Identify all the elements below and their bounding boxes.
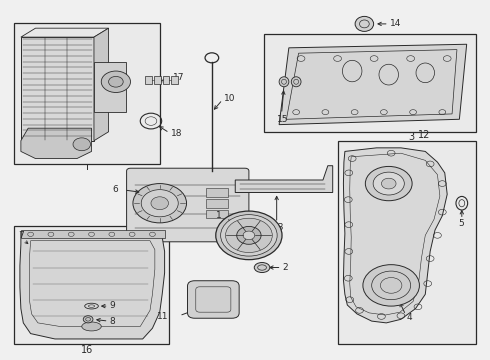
Bar <box>163 76 170 84</box>
Text: 8: 8 <box>110 316 115 325</box>
Bar <box>338 141 476 344</box>
Bar <box>14 23 160 164</box>
Ellipse shape <box>291 77 301 87</box>
Circle shape <box>366 166 412 201</box>
Text: 15: 15 <box>277 115 288 124</box>
Circle shape <box>373 172 404 195</box>
Circle shape <box>237 226 261 244</box>
Text: 9: 9 <box>110 301 115 310</box>
Text: 12: 12 <box>418 130 430 140</box>
Text: 10: 10 <box>223 94 235 103</box>
Polygon shape <box>235 166 333 193</box>
Text: 2: 2 <box>283 263 288 272</box>
FancyBboxPatch shape <box>126 168 249 242</box>
Bar <box>154 76 161 84</box>
Bar <box>206 188 228 197</box>
Bar <box>145 76 152 84</box>
Polygon shape <box>21 28 109 37</box>
Bar <box>21 230 165 238</box>
Polygon shape <box>279 44 466 125</box>
Text: 4: 4 <box>407 313 413 322</box>
Circle shape <box>151 197 169 210</box>
Bar <box>206 210 228 218</box>
Circle shape <box>225 218 272 252</box>
Polygon shape <box>21 128 92 158</box>
Text: 1: 1 <box>216 211 221 220</box>
Circle shape <box>380 278 402 293</box>
Polygon shape <box>94 28 109 141</box>
Circle shape <box>83 316 93 323</box>
Ellipse shape <box>82 322 101 331</box>
Circle shape <box>363 265 419 306</box>
Bar <box>206 199 228 207</box>
Circle shape <box>243 231 255 240</box>
Circle shape <box>381 178 396 189</box>
Text: 7: 7 <box>19 231 24 240</box>
Ellipse shape <box>279 77 289 87</box>
Polygon shape <box>94 62 125 112</box>
Circle shape <box>109 76 123 87</box>
Bar <box>14 226 170 344</box>
Text: 6: 6 <box>113 185 118 194</box>
Polygon shape <box>20 232 165 339</box>
Text: 17: 17 <box>173 73 184 82</box>
Polygon shape <box>21 37 94 141</box>
Circle shape <box>220 215 277 256</box>
Text: 18: 18 <box>171 129 182 138</box>
Text: 3: 3 <box>408 132 415 143</box>
Text: 11: 11 <box>157 312 169 321</box>
Circle shape <box>216 211 282 260</box>
FancyBboxPatch shape <box>188 281 239 318</box>
Text: 5: 5 <box>459 219 464 228</box>
Circle shape <box>141 190 178 217</box>
Bar <box>265 33 476 132</box>
Bar <box>172 76 178 84</box>
Text: 13: 13 <box>273 223 285 232</box>
Text: 16: 16 <box>80 345 93 355</box>
Circle shape <box>73 138 91 151</box>
Text: 14: 14 <box>390 19 401 28</box>
Ellipse shape <box>355 17 374 31</box>
Circle shape <box>133 184 187 223</box>
Ellipse shape <box>254 262 270 273</box>
Circle shape <box>101 71 130 93</box>
Polygon shape <box>343 148 447 323</box>
